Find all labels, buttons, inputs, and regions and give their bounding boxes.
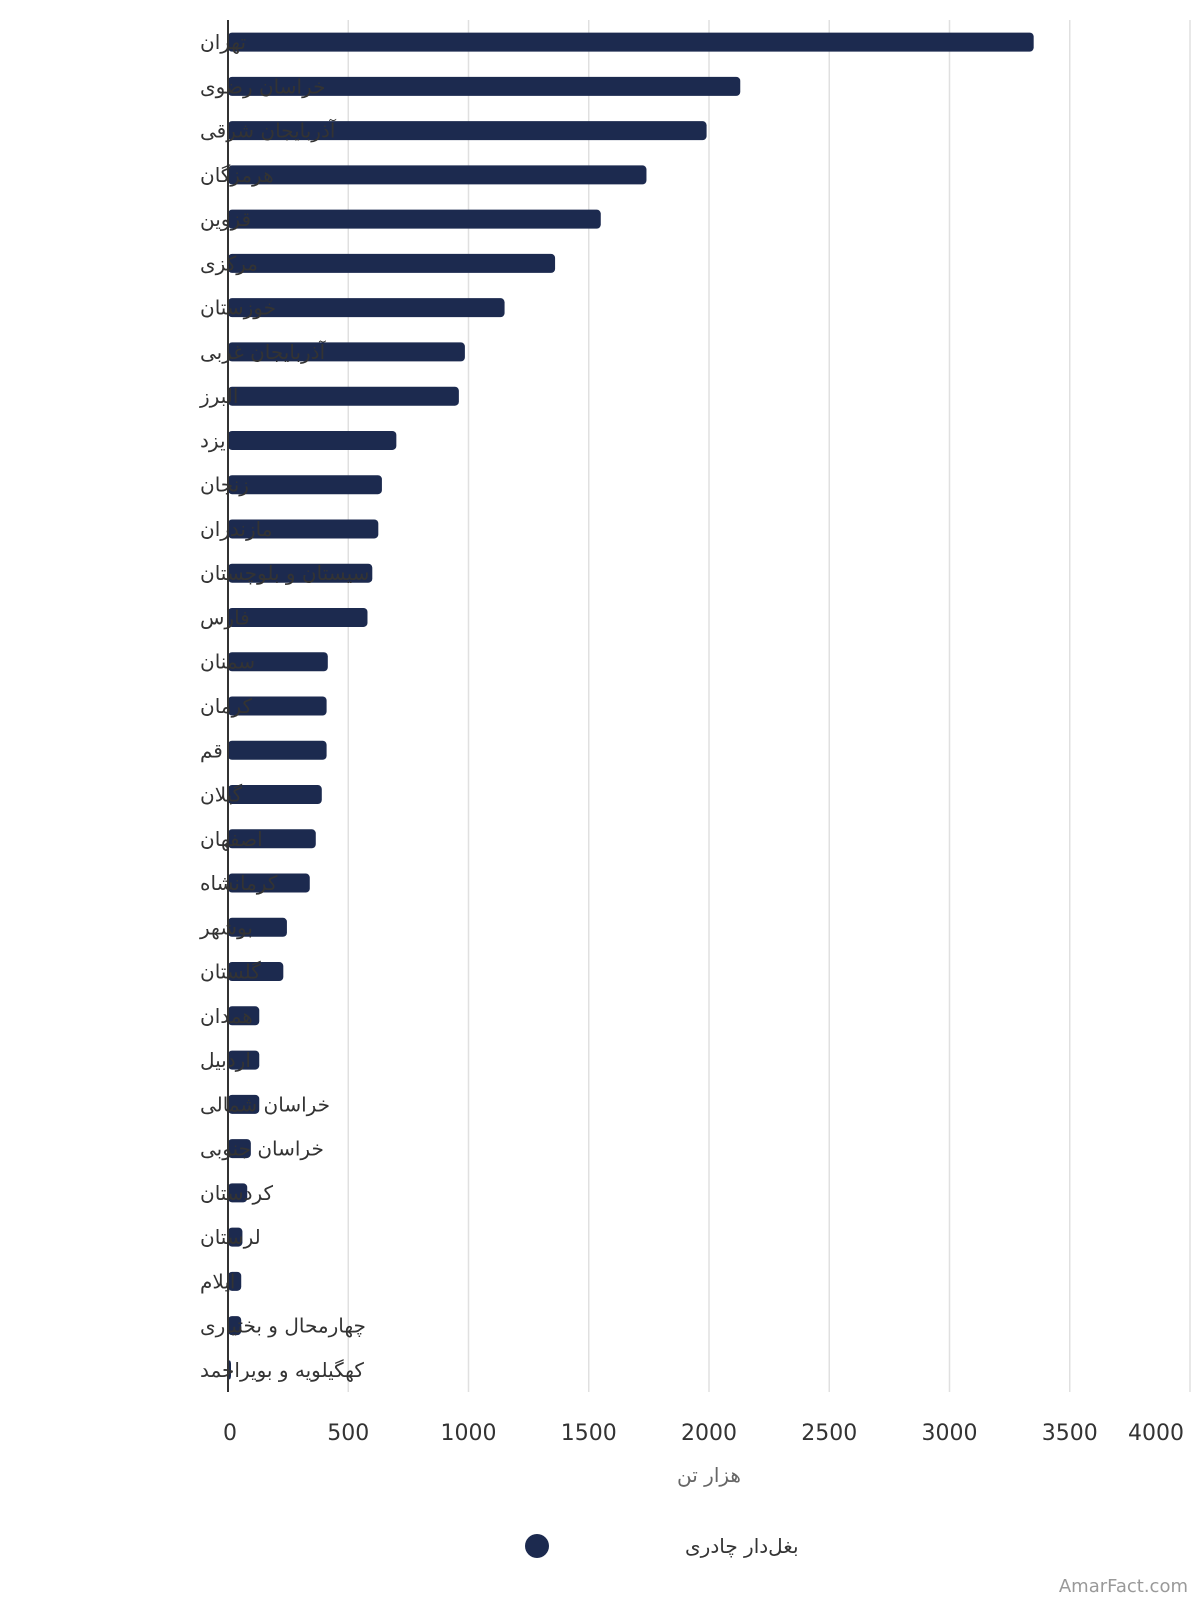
bar-23[interactable] [228, 1050, 260, 1070]
x-tick-label-1: 500 [327, 1421, 369, 1446]
bar-11[interactable] [228, 519, 379, 539]
bars [228, 32, 1034, 1380]
bar-28[interactable] [228, 1271, 242, 1291]
bar-21[interactable] [228, 962, 284, 982]
category-label-18: اصفهان [200, 827, 263, 851]
legend-marker [525, 1534, 549, 1558]
bar-9[interactable] [228, 430, 397, 450]
category-label-17: گیلان [200, 783, 243, 807]
legend-label: بغل‌دار چادری [685, 1534, 799, 1558]
bar-8[interactable] [228, 386, 459, 406]
category-label-24: خراسان شمالی [200, 1092, 330, 1116]
category-label-28: ایلام [200, 1269, 235, 1293]
category-label-23: اردبیل [200, 1048, 251, 1072]
x-tick-label-8: 4000 [1128, 1421, 1184, 1446]
bar-17[interactable] [228, 785, 322, 805]
legend[interactable]: بغل‌دار چادری [525, 1534, 799, 1558]
bar-0[interactable] [228, 32, 1034, 52]
bar-3[interactable] [228, 165, 647, 185]
bar-19[interactable] [228, 873, 310, 893]
bar-16[interactable] [228, 740, 327, 760]
bar-4[interactable] [228, 209, 601, 229]
category-label-12: سیستان و بلوچستان [200, 561, 369, 585]
category-label-13: فارس [200, 605, 250, 629]
bar-5[interactable] [228, 253, 556, 273]
category-labels: تهران خراسان رضوی آذربایجان شرقی هرمزگان قزو… [199, 30, 369, 1382]
category-label-30: کهگیلویه و بویراحمد [200, 1358, 364, 1382]
category-label-8: البرز [199, 384, 238, 408]
bar-13[interactable] [228, 607, 368, 627]
category-label-2: آذربایجان شرقی [200, 118, 337, 143]
bar-26[interactable] [228, 1183, 248, 1203]
category-label-15: کرمان [200, 694, 253, 718]
category-label-1: خراسان رضوی [200, 74, 325, 98]
category-label-5: مرکزی [200, 251, 258, 275]
bar-2[interactable] [228, 121, 707, 141]
category-label-29: چهارمحال و بختیاری [200, 1314, 366, 1338]
bar-22[interactable] [228, 1006, 260, 1026]
category-label-20: بوشهر [199, 915, 253, 939]
category-label-3: هرمزگان [200, 163, 274, 187]
bar-14[interactable] [228, 652, 328, 672]
category-label-10: زنجان [200, 473, 249, 497]
category-label-25: خراسان جنوبی [200, 1137, 324, 1161]
category-label-4: قزوین [200, 207, 251, 231]
x-tick-label-4: 2000 [681, 1421, 737, 1446]
bar-27[interactable] [228, 1227, 243, 1247]
x-tick-label-2: 1000 [441, 1421, 497, 1446]
bar-6[interactable] [228, 298, 505, 318]
x-tick-label-3: 1500 [561, 1421, 617, 1446]
bar-18[interactable] [228, 829, 316, 849]
category-label-11: مازندران [200, 517, 272, 541]
bar-20[interactable] [228, 917, 287, 937]
category-label-16: قم [200, 738, 223, 762]
bar-12[interactable] [228, 563, 373, 583]
x-tick-labels: 0 500 1000 1500 2000 2500 3000 3500 4000 [223, 1421, 1184, 1446]
x-tick-label-5: 2500 [801, 1421, 857, 1446]
category-label-0: تهران [200, 30, 246, 54]
x-tick-label-0: 0 [223, 1421, 237, 1446]
bar-1[interactable] [228, 76, 741, 96]
x-tick-label-6: 3000 [922, 1421, 978, 1446]
x-tick-label-7: 3500 [1042, 1421, 1098, 1446]
category-label-6: خوزستان [200, 296, 276, 320]
bar-15[interactable] [228, 696, 327, 716]
category-label-9: یزد [200, 428, 226, 452]
bar-24[interactable] [228, 1094, 260, 1114]
category-label-14: سمنان [200, 650, 255, 674]
category-label-19: کرمانشاه [200, 871, 278, 895]
bar-7[interactable] [228, 342, 465, 362]
grid-lines [347, 20, 1191, 1392]
bar-25[interactable] [228, 1139, 251, 1159]
category-label-26: کردستان [200, 1181, 274, 1205]
bar-10[interactable] [228, 475, 382, 495]
category-label-7: آذربایجان غربی [200, 339, 327, 364]
x-axis-title: هزار تن [677, 1463, 741, 1487]
credit-link[interactable]: AmarFact.com [1059, 1576, 1188, 1597]
category-label-21: گلستان [200, 960, 261, 984]
category-label-22: همدان [200, 1004, 253, 1028]
bar-29[interactable] [228, 1316, 242, 1336]
category-label-27: لرستان [200, 1225, 261, 1249]
